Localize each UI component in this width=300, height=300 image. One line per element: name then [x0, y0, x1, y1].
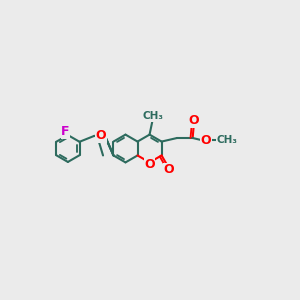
Text: O: O	[163, 164, 174, 176]
Text: CH₃: CH₃	[217, 135, 238, 146]
Text: O: O	[144, 158, 155, 171]
Text: O: O	[189, 115, 200, 128]
Text: CH₃: CH₃	[142, 111, 163, 121]
Text: F: F	[61, 125, 70, 138]
Text: O: O	[201, 134, 212, 147]
Text: O: O	[96, 129, 106, 142]
